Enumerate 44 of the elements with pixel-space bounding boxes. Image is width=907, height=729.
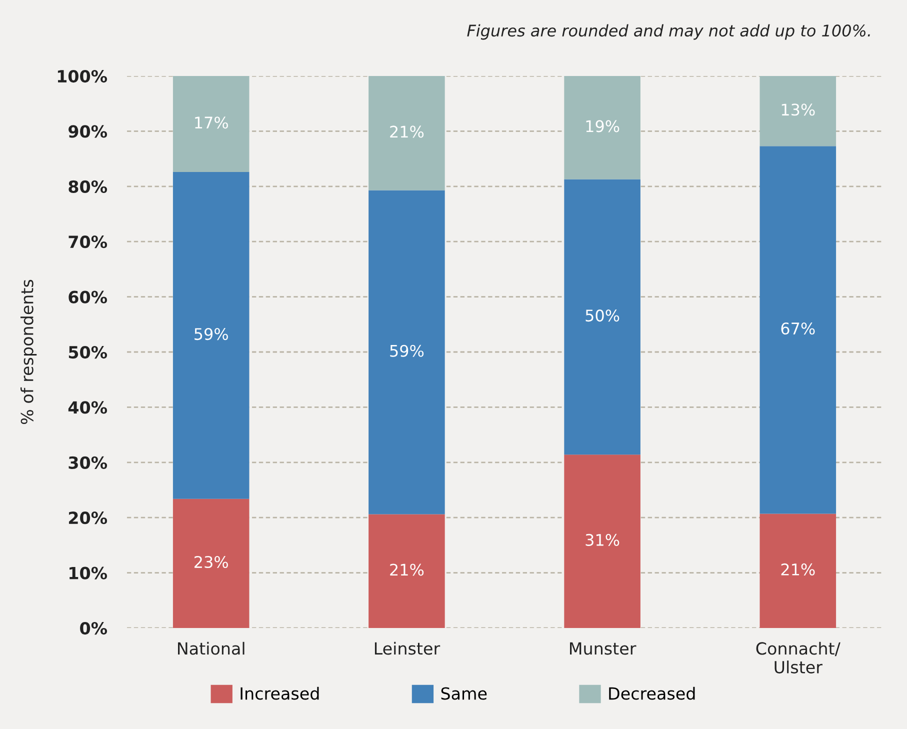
bar [172,498,250,628]
data-label: 31% [586,534,620,546]
y-tick-label: 10% [70,566,108,580]
x-tick-label: Leinster [374,642,440,655]
data-label: 21% [390,564,424,576]
bar [760,76,836,146]
y-axis-title: % of respondents [20,280,37,424]
y-tick-label: 70% [68,236,108,248]
bar [760,514,836,628]
bar [760,146,836,514]
x-tick-label: Connacht/ Ulster [756,642,840,674]
x-tick-label: National [178,642,244,655]
data-label: 50% [586,310,620,322]
data-label: 21% [390,126,424,138]
data-label: 17% [195,116,228,129]
y-tick-label: 60% [68,290,108,304]
legend-label: Same [441,687,487,700]
bar [172,172,250,499]
legend-label: Decreased [609,686,695,700]
data-label: 59% [390,344,424,357]
y-tick-label: 0% [80,622,108,635]
data-label: 59% [194,328,228,340]
data-label: 23% [194,556,228,568]
bar [564,179,640,455]
bar [564,454,640,628]
y-tick-label: 40% [68,401,108,414]
data-label: 19% [586,120,620,132]
bar [368,514,445,628]
x-tick-label: Munster [570,642,636,655]
legend-label: Increased [240,686,319,700]
y-tick-label: 30% [68,456,108,469]
bar [564,76,640,180]
y-tick-label: 100% [58,70,108,83]
y-tick-label: 50% [68,346,108,359]
y-tick-label: 80% [68,180,108,193]
data-label: 21% [781,563,815,576]
text: Figures are rounded and may not add up to 100%. [467,24,870,40]
y-tick-label: 20% [68,512,108,524]
data-label: 13% [782,104,815,116]
bar [172,76,250,172]
data-label: 67% [781,322,815,335]
bar [368,76,445,190]
bar [368,190,445,514]
y-tick-label: 90% [68,125,108,138]
